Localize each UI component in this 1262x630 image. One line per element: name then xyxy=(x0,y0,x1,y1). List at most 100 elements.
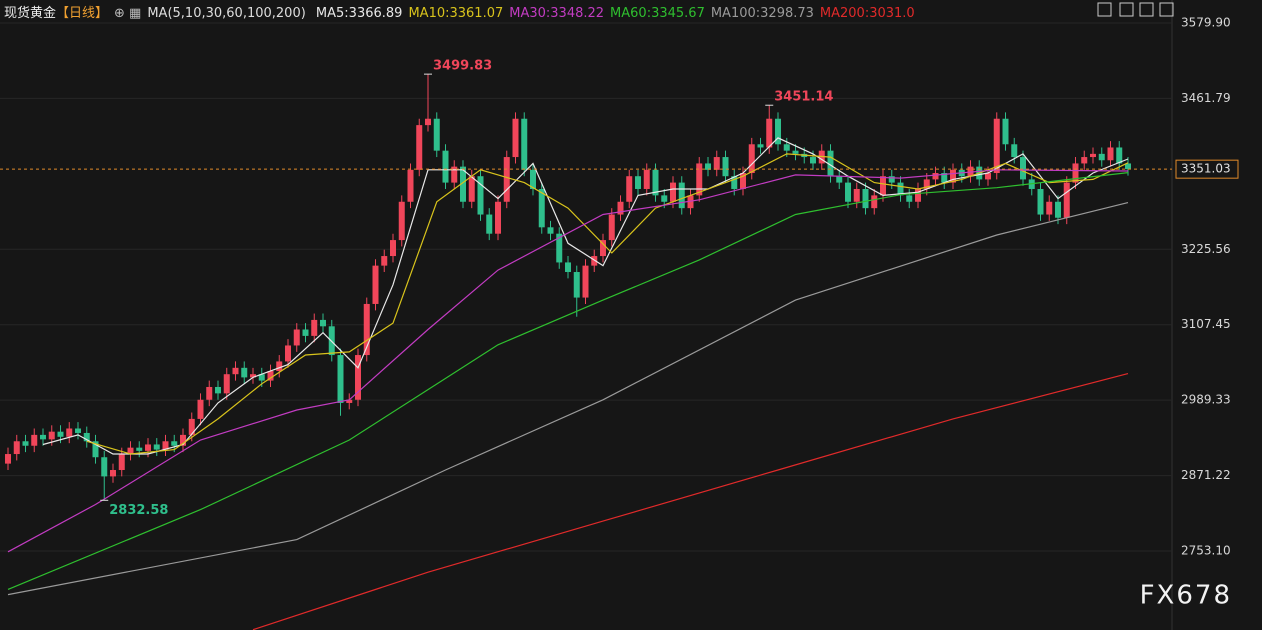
candle-body xyxy=(766,118,773,148)
ma-line xyxy=(42,137,1129,455)
tool-icon[interactable] xyxy=(1097,2,1112,17)
candle-body xyxy=(66,428,73,437)
candle-body xyxy=(215,386,221,394)
y-tick-label: 2989.33 xyxy=(1181,393,1231,407)
candle-body xyxy=(267,371,274,381)
candle-body xyxy=(1107,147,1114,161)
candle-body xyxy=(740,173,746,189)
annotation-label: 3499.83 xyxy=(433,59,492,74)
candle-body xyxy=(398,201,405,241)
y-tick-label: 2753.10 xyxy=(1181,544,1231,558)
y-tick-label: 2871.22 xyxy=(1181,468,1231,482)
candle-body xyxy=(22,441,29,446)
candle-body xyxy=(696,163,703,196)
candle-body xyxy=(1011,144,1018,158)
candle-body xyxy=(748,144,755,174)
candle-body xyxy=(1020,157,1026,180)
candle-body xyxy=(775,118,781,145)
period: 【日线】 xyxy=(56,6,109,21)
legend-entry: MA10:3361.07 xyxy=(408,6,504,21)
candle-body xyxy=(442,150,449,183)
candle-body xyxy=(678,182,685,209)
annotation-label: 2832.58 xyxy=(109,503,168,518)
candle-body xyxy=(180,434,186,446)
candle-body xyxy=(293,329,300,346)
candle-body xyxy=(127,447,134,455)
candle-body xyxy=(880,176,886,196)
candle-body xyxy=(827,150,834,177)
y-tick-label: 3461.79 xyxy=(1181,91,1231,105)
candle-body xyxy=(582,265,589,298)
candle-body xyxy=(591,256,598,266)
candle-body xyxy=(862,188,869,209)
candle-body xyxy=(1125,163,1131,170)
candle-body xyxy=(250,374,256,378)
candle-body xyxy=(372,265,379,304)
candle-body xyxy=(906,195,913,202)
candle-body xyxy=(477,176,484,215)
candle-body xyxy=(363,303,370,356)
candle-body xyxy=(915,188,921,202)
candle-body xyxy=(652,169,659,196)
settings-icon[interactable]: ⊕ ▦ xyxy=(114,6,142,21)
candle-body xyxy=(433,118,440,151)
annotation-label: 3451.14 xyxy=(774,90,833,105)
tool-icon[interactable] xyxy=(1159,2,1174,17)
candle-body xyxy=(232,367,239,375)
candle-body xyxy=(713,157,720,170)
candle-body xyxy=(416,125,423,170)
ma-line xyxy=(7,169,1129,553)
candle-body xyxy=(136,447,143,451)
legend-entry: MA100:3298.73 xyxy=(710,6,814,21)
candle-body xyxy=(538,188,545,228)
last-price-box xyxy=(1175,159,1239,179)
candle-body xyxy=(468,176,475,202)
candle-body xyxy=(1046,201,1053,215)
candle-body xyxy=(1116,147,1123,164)
watermark: FX678 xyxy=(1140,581,1232,611)
candle-body xyxy=(101,457,108,477)
candle-body xyxy=(48,431,55,440)
candle-body xyxy=(1037,188,1044,215)
candle-body xyxy=(5,454,11,464)
candle-body xyxy=(853,188,860,202)
candle-body xyxy=(512,118,519,158)
legend-entry: MA200:3031.0 xyxy=(819,6,915,21)
tool-icon[interactable] xyxy=(1119,2,1134,17)
indicator: MA(5,10,30,60,100,200) xyxy=(147,6,306,21)
candle-body xyxy=(731,176,738,189)
candle-body xyxy=(171,441,178,446)
candle-body xyxy=(197,399,204,419)
ma-line xyxy=(252,373,1129,630)
candle-body xyxy=(993,118,1000,174)
candle-body xyxy=(556,233,563,263)
candle-body xyxy=(276,361,283,372)
candle-body xyxy=(118,454,125,471)
candle-body xyxy=(836,176,843,183)
candle-body xyxy=(547,227,554,234)
candle-body xyxy=(573,272,580,298)
candle-body xyxy=(1090,153,1096,158)
header: 现货黄金【日线】 ⊕ ▦ MA(5,10,30,60,100,200) MA5:33… xyxy=(4,2,921,21)
candle-body xyxy=(705,163,711,170)
candle-body xyxy=(1055,201,1061,218)
candle-body xyxy=(810,157,816,164)
candle-body xyxy=(985,173,991,180)
candle-body xyxy=(57,431,64,437)
plot-area xyxy=(0,22,1172,630)
tool-icon[interactable] xyxy=(1139,2,1154,17)
candle-body xyxy=(381,256,388,266)
candle-body xyxy=(941,173,948,183)
candle-body xyxy=(346,399,353,403)
candle-body xyxy=(188,418,195,435)
toolbar[interactable] xyxy=(1097,2,1174,17)
ma-line xyxy=(7,202,1129,596)
candle-body xyxy=(355,355,361,400)
candle-body xyxy=(153,444,160,450)
candle-body xyxy=(897,182,904,196)
candle-body xyxy=(241,367,248,378)
candle-body xyxy=(495,201,501,234)
candle-body xyxy=(635,176,641,189)
candle-body xyxy=(145,444,151,451)
